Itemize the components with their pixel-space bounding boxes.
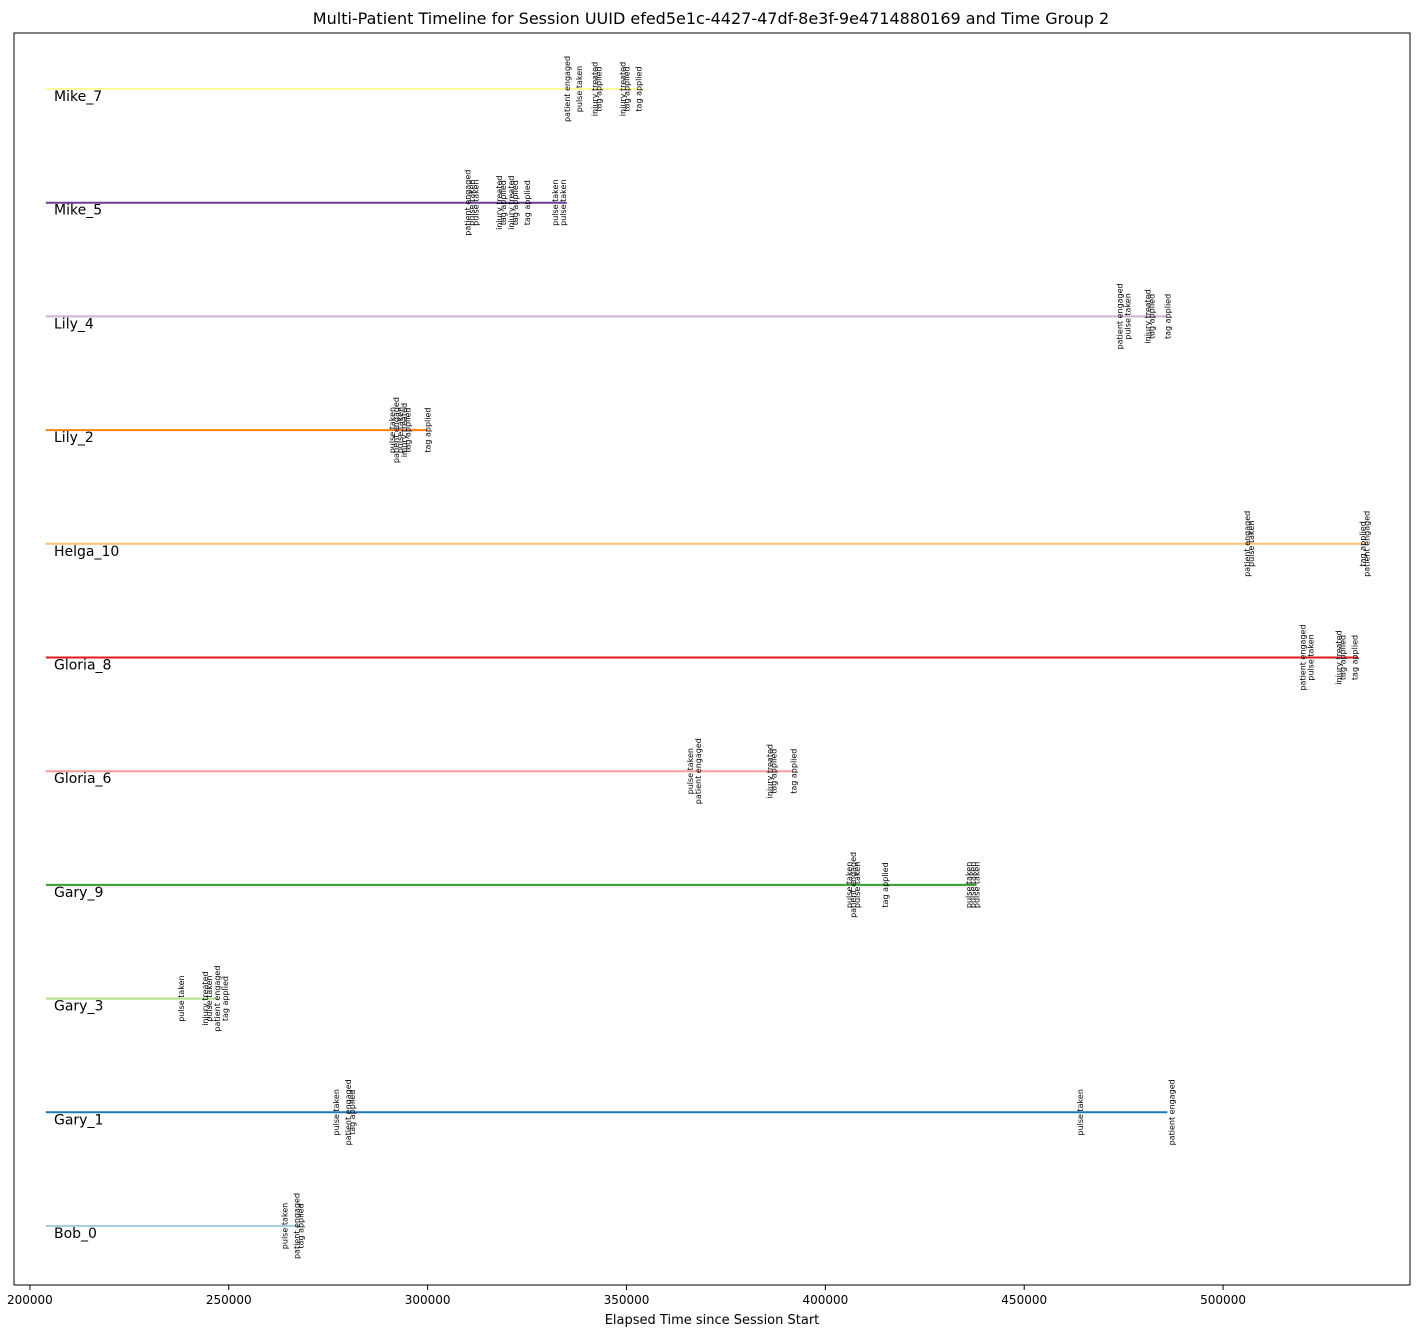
event-label: patient engaged [563,56,572,122]
event-label: pulse taken [559,180,568,226]
event-label: pulse taken [177,975,186,1021]
event-label: tag applied [499,180,508,225]
event-label: tag applied [634,66,643,111]
event-label: pulse taken [280,1203,289,1249]
x-tick-label: 450000 [1001,1293,1047,1307]
event-label: patient engaged [392,397,401,463]
event-label: tag applied [1358,521,1367,566]
patient-label: Gloria_6 [54,771,112,787]
event-label: patient engaged [1116,283,1125,349]
plot-area [13,32,1411,1286]
patient-label: Gary_3 [54,999,103,1015]
event-label: injury treated [591,62,600,116]
event-label: patient engaged [463,170,472,236]
patient-label: Mike_5 [54,203,102,219]
event-label: pulse taken [396,407,405,453]
event-label: pulse taken [332,1089,341,1135]
event-label: pulse taken [551,180,560,226]
event-label: pulse taken [972,862,981,908]
event-label: injury treated [619,62,628,116]
x-tick-label: 200000 [7,1293,53,1307]
x-tick-label: 400000 [802,1293,848,1307]
event-label: patient engaged [344,1079,353,1145]
event-label: pulse taken [1124,293,1133,339]
event-label: pulse taken [686,748,695,794]
event-label: tag applied [404,408,413,453]
event-label: tag applied [595,66,604,111]
event-label: pulse taken [467,180,476,226]
event-label: injury treated [201,971,210,1025]
event-label: pulse taken [388,407,397,453]
patient-label: Lily_4 [54,316,94,332]
event-label: patient engaged [1299,624,1308,690]
event-label: pulse taken [1076,1089,1085,1135]
event-label: pulse taken [471,180,480,226]
event-label: pulse taken [965,862,974,908]
event-label: injury treated [507,176,516,230]
patient-label: Bob_0 [54,1226,97,1242]
event-label: patient engaged [1362,511,1371,577]
event-label: patient engaged [213,966,222,1032]
event-label: injury treated [1334,630,1343,684]
x-axis-label: Elapsed Time since Session Start [605,1313,820,1328]
event-label: pulse taken [1247,521,1256,567]
event-label: tag applied [1350,635,1359,680]
event-label: pulse taken [853,862,862,908]
event-label: tag applied [348,1090,357,1135]
event-label: pulse taken [845,862,854,908]
patient-label: Gloria_8 [54,658,111,674]
chart-title: Multi-Patient Timeline for Session UUID … [313,9,1109,28]
x-tick-label: 300000 [405,1293,451,1307]
event-label: injury treated [495,176,504,230]
event-label: tag applied [221,976,230,1021]
event-label: injury treated [1144,289,1153,343]
event-label: injury treated [400,403,409,457]
event-label: tag applied [511,180,520,225]
patient-label: Lily_2 [54,430,94,446]
event-label: tag applied [790,749,799,794]
event-label: tag applied [881,862,890,907]
event-label: tag applied [523,180,532,225]
patient-label: Helga_10 [54,544,119,560]
event-label: tag applied [1338,635,1347,680]
event-label: tag applied [424,408,433,453]
event-label: tag applied [1147,294,1156,339]
timeline-row: Mike_7 patient engaged pulse taken injury t… [45,56,643,122]
event-label: pulse taken [575,66,584,112]
event-label: tag applied [622,66,631,111]
event-label: pulse taken [1307,634,1316,680]
patient-label: Mike_7 [54,89,102,105]
event-label: patient engaged [694,738,703,804]
event-label: patient engaged [1243,511,1252,577]
event-label: patient engaged [849,852,858,918]
x-tick-label: 500000 [1200,1293,1246,1307]
event-label: injury treated [766,744,775,798]
event-label: pulse taken [205,975,214,1021]
x-tick-label: 250000 [206,1293,252,1307]
x-tick-label: 350000 [604,1293,650,1307]
event-label: patient engaged [1167,1079,1176,1145]
event-label: tag applied [296,1203,305,1248]
event-label: patient engaged [292,1193,301,1259]
patient-label: Gary_1 [54,1112,103,1128]
x-axis: 200000 250000 300000 350000 400000 450000 5000… [7,1285,1246,1307]
event-label: pulse taken [969,862,978,908]
event-label: tag applied [770,749,779,794]
event-label: tag applied [1163,294,1172,339]
patient-label: Gary_9 [54,885,103,901]
